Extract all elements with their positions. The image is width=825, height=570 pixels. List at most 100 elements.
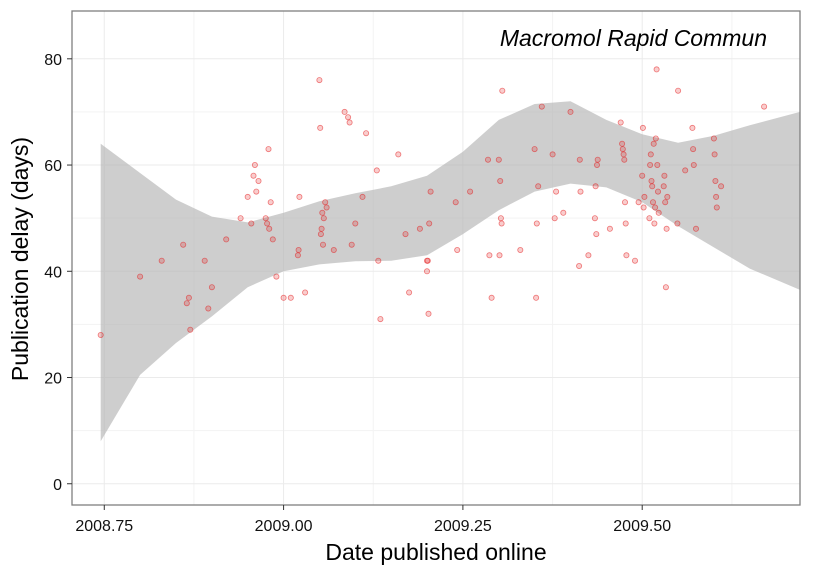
- data-point: [711, 151, 718, 158]
- data-point: [497, 215, 504, 222]
- panel-outline: [71, 10, 801, 506]
- y-axis-title: Publication delay (days): [7, 137, 33, 381]
- data-point: [655, 209, 662, 216]
- data-point: [262, 215, 269, 222]
- data-point: [280, 294, 287, 301]
- data-point: [317, 231, 324, 238]
- data-point: [622, 220, 629, 227]
- data-point: [402, 231, 409, 238]
- data-point: [208, 284, 215, 291]
- data-point: [622, 199, 629, 206]
- data-point: [531, 146, 538, 153]
- data-point: [320, 215, 327, 222]
- x-axis-title: Date published online: [325, 539, 546, 565]
- data-point: [660, 183, 667, 190]
- y-tick-label: 60: [44, 158, 62, 175]
- data-point: [363, 130, 370, 137]
- data-point: [250, 172, 257, 179]
- data-point: [416, 225, 423, 232]
- data-point: [560, 209, 567, 216]
- data-point: [647, 161, 654, 168]
- data-point: [348, 241, 355, 248]
- data-point: [650, 199, 657, 206]
- data-point: [352, 220, 359, 227]
- data-point: [639, 172, 646, 179]
- x-tick-label: 2009.25: [434, 518, 492, 535]
- data-point: [302, 289, 309, 296]
- data-point: [619, 146, 626, 153]
- data-point: [690, 146, 697, 153]
- data-point: [341, 108, 348, 115]
- data-point: [635, 199, 642, 206]
- data-point: [533, 220, 540, 227]
- data-point: [137, 273, 144, 280]
- journal-annotation: Macromol Rapid Commun: [500, 25, 767, 51]
- data-point: [423, 268, 430, 275]
- data-point: [395, 151, 402, 158]
- data-point: [661, 172, 668, 179]
- data-point: [373, 167, 380, 174]
- data-point: [248, 220, 255, 227]
- data-point: [499, 87, 506, 94]
- data-point: [533, 294, 540, 301]
- data-point: [287, 294, 294, 301]
- confidence-ribbon: [100, 101, 800, 442]
- data-point: [185, 294, 192, 301]
- data-point: [674, 220, 681, 227]
- data-point: [375, 257, 382, 264]
- data-point: [664, 193, 671, 200]
- data-point: [267, 199, 274, 206]
- data-point: [517, 246, 524, 253]
- data-point: [295, 246, 302, 253]
- data-point: [377, 316, 384, 323]
- data-point: [713, 204, 720, 211]
- data-point: [592, 183, 599, 190]
- data-point: [662, 199, 669, 206]
- data-point: [620, 151, 627, 158]
- data-point: [640, 204, 647, 211]
- data-point: [255, 177, 262, 184]
- data-point: [619, 140, 626, 147]
- data-point: [553, 188, 560, 195]
- data-point: [632, 257, 639, 264]
- data-point: [682, 167, 689, 174]
- data-point: [294, 252, 301, 259]
- data-point: [713, 193, 720, 200]
- y-tick-label: 20: [44, 371, 62, 388]
- data-point: [646, 215, 653, 222]
- data-point: [653, 66, 660, 73]
- y-tick-label: 40: [44, 264, 62, 281]
- data-point: [647, 151, 654, 158]
- data-point: [498, 220, 505, 227]
- data-point: [623, 252, 630, 259]
- data-point: [693, 225, 700, 232]
- data-point: [406, 289, 413, 296]
- data-point: [639, 124, 646, 131]
- data-point: [576, 156, 583, 163]
- data-point: [359, 193, 366, 200]
- data-point: [317, 124, 324, 131]
- data-point: [496, 252, 503, 259]
- data-point: [323, 204, 330, 211]
- data-point: [467, 188, 474, 195]
- data-point: [606, 225, 613, 232]
- data-point: [330, 246, 337, 253]
- data-point: [577, 188, 584, 195]
- data-point: [296, 193, 303, 200]
- data-point: [223, 236, 230, 243]
- data-point: [497, 177, 504, 184]
- data-point: [495, 156, 502, 163]
- confidence-band: [100, 101, 800, 442]
- data-point: [237, 215, 244, 222]
- data-point: [654, 161, 661, 168]
- data-point: [655, 188, 662, 195]
- data-points: [97, 66, 768, 338]
- data-point: [651, 220, 658, 227]
- data-point: [576, 262, 583, 269]
- data-point: [690, 161, 697, 168]
- x-axis: 2008.75 2009.00 2009.25 2009.50: [75, 505, 671, 535]
- data-point: [316, 77, 323, 84]
- data-point: [97, 331, 104, 338]
- data-point: [641, 193, 648, 200]
- data-point: [761, 103, 768, 110]
